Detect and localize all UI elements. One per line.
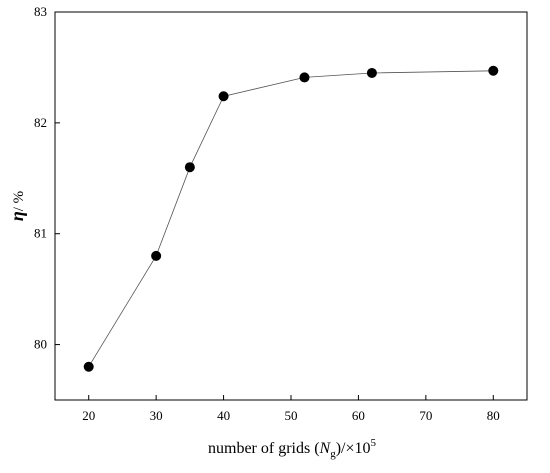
x-tick-label: 40 <box>217 408 230 423</box>
x-tick-label: 80 <box>487 408 500 423</box>
data-point <box>366 67 377 78</box>
data-point <box>151 250 162 261</box>
x-axis-label: number of grids (Ng)/×105 <box>208 437 377 460</box>
data-point <box>299 72 310 83</box>
x-tick-label: 30 <box>150 408 163 423</box>
y-axis-label: η/ % <box>7 191 27 221</box>
y-tick-label: 81 <box>34 226 47 241</box>
series-line <box>88 70 494 367</box>
y-axis-label-variable: η <box>7 211 27 221</box>
axis-ticks: 20 30 40 50 60 70 80 80 81 82 83 <box>34 4 500 423</box>
x-axis-label-suffix: )/×10 <box>336 440 371 457</box>
y-tick-label: 80 <box>34 337 47 352</box>
y-tick-label: 82 <box>34 115 47 130</box>
data-point <box>184 162 195 173</box>
data-point <box>83 361 94 372</box>
x-tick-label: 60 <box>352 408 365 423</box>
y-tick-label: 83 <box>34 4 47 19</box>
x-tick-label: 20 <box>82 408 95 423</box>
x-axis-label-prefix: number of grids ( <box>208 440 320 457</box>
series-layer <box>83 65 499 372</box>
x-tick-label: 50 <box>285 408 298 423</box>
x-axis-label-exponent: 5 <box>371 437 377 449</box>
x-tick-label: 70 <box>419 408 432 423</box>
x-axis-label-subscript: g <box>330 448 336 460</box>
x-axis-label-variable: N <box>319 440 332 457</box>
plot-frame <box>54 11 528 401</box>
y-axis-label-suffix: / % <box>11 191 27 211</box>
data-point <box>218 91 229 102</box>
data-point <box>488 65 499 76</box>
